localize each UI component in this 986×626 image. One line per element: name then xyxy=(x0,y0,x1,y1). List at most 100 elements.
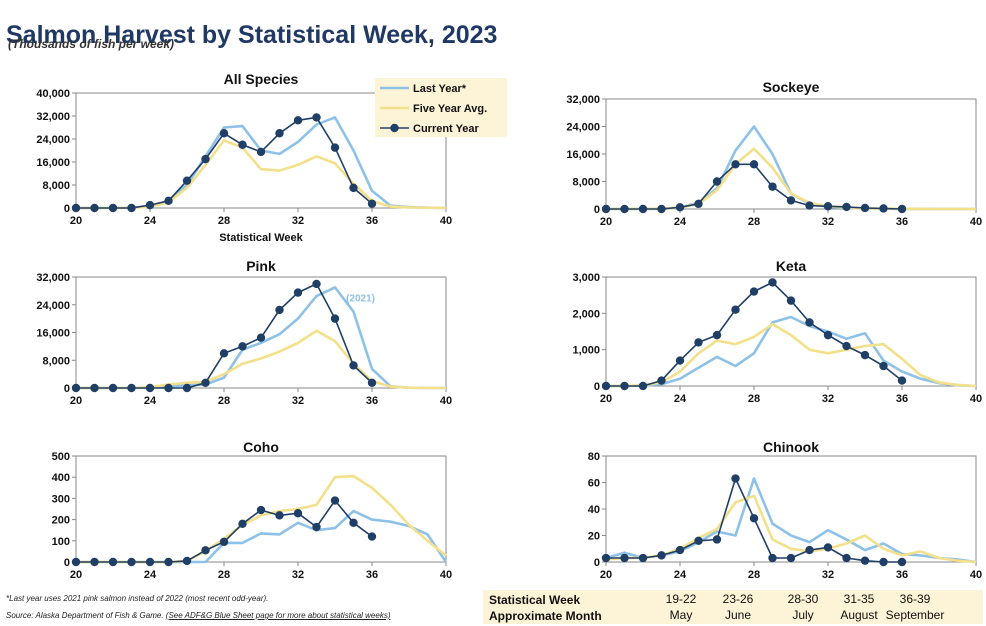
x-tick-label: 40 xyxy=(440,569,452,581)
current-year-point xyxy=(657,376,666,385)
x-tick-label: 36 xyxy=(896,216,908,228)
current-year-point xyxy=(312,113,321,122)
series-line-five-year-avg xyxy=(606,322,977,388)
x-tick-label: 36 xyxy=(366,569,378,581)
current-year-point xyxy=(108,557,118,567)
current-year-point xyxy=(219,129,229,138)
current-year-point xyxy=(71,203,81,213)
chart-title-chinook: Chinook xyxy=(763,439,819,455)
current-year-point xyxy=(275,305,284,315)
current-year-point xyxy=(71,383,81,393)
x-tick-label: 24 xyxy=(674,393,687,405)
chart-title-pink: Pink xyxy=(246,258,276,274)
current-year-point xyxy=(127,383,136,393)
y-tick-label: 32,000 xyxy=(36,111,70,123)
source-note: Source: Alaska Department of Fish & Game… xyxy=(6,611,390,620)
chart-title-keta: Keta xyxy=(776,258,807,274)
x-tick-label: 20 xyxy=(600,569,612,581)
y-tick-label: 3,000 xyxy=(572,272,600,284)
y-tick-label: 1,000 xyxy=(572,345,600,357)
current-year-point xyxy=(293,288,303,297)
x-tick-label: 28 xyxy=(218,569,230,581)
current-year-point xyxy=(712,177,722,186)
week-range-4: 36-39 xyxy=(899,592,931,606)
legend: Last Year* Five Year Avg. Current Year xyxy=(375,78,507,137)
current-year-point xyxy=(749,160,759,169)
current-year-point xyxy=(238,519,247,529)
annotation-label: (2021) xyxy=(346,293,375,304)
plot-area xyxy=(605,455,977,563)
y-tick-label: 8,000 xyxy=(42,180,70,192)
chart-keta: Keta 0 1,000 2,000 3,000 20 24 28 32 36 40 xyxy=(572,258,982,405)
current-year-point xyxy=(879,557,888,567)
x-tick-label: 28 xyxy=(218,395,230,407)
x-tick-label: 24 xyxy=(144,569,157,581)
current-year-point xyxy=(823,202,833,211)
current-year-point xyxy=(108,203,118,213)
week-range-1: 23-26 xyxy=(722,592,754,606)
current-year-point xyxy=(293,116,303,125)
current-year-point xyxy=(367,199,377,208)
current-year-point xyxy=(256,505,266,515)
x-tick-label: 20 xyxy=(70,215,82,227)
current-year-point xyxy=(201,154,210,164)
x-tick-label: 20 xyxy=(70,569,82,581)
current-year-point xyxy=(879,361,888,371)
current-year-point xyxy=(731,160,740,169)
current-year-point xyxy=(860,203,870,213)
current-year-point xyxy=(749,514,759,523)
current-year-point xyxy=(768,182,777,191)
x-tick-label: 40 xyxy=(970,216,982,228)
legend-label: Current Year xyxy=(413,123,480,135)
current-year-point xyxy=(675,356,685,365)
y-tick-label: 0 xyxy=(594,204,600,216)
current-year-point xyxy=(164,383,173,393)
month-0: May xyxy=(669,608,693,622)
current-year-point xyxy=(694,536,703,545)
current-year-point xyxy=(879,204,888,213)
current-year-point xyxy=(275,129,284,138)
x-tick-label: 36 xyxy=(366,215,378,227)
chart-title-coho: Coho xyxy=(243,439,279,455)
x-tick-label: 28 xyxy=(748,216,760,228)
current-year-point xyxy=(786,196,796,205)
x-tick-label: 28 xyxy=(748,569,760,581)
y-tick-label: 40,000 xyxy=(36,88,70,100)
current-year-point xyxy=(201,546,210,555)
current-year-point xyxy=(182,556,192,566)
current-year-point xyxy=(897,376,907,385)
week-range-3: 31-35 xyxy=(843,592,875,606)
current-year-point xyxy=(90,383,99,393)
current-year-point xyxy=(275,511,284,520)
y-tick-label: 0 xyxy=(64,383,70,395)
source-prefix: Source: Alaska Department of Fish & Game… xyxy=(6,611,164,620)
x-tick-label: 36 xyxy=(896,393,908,405)
y-tick-label: 300 xyxy=(52,493,70,505)
plot-area xyxy=(75,276,447,389)
current-year-point xyxy=(694,199,703,209)
y-tick-label: 80 xyxy=(588,451,600,463)
y-tick-label: 2,000 xyxy=(572,308,600,320)
current-year-point xyxy=(860,350,870,360)
x-tick-label: 36 xyxy=(366,395,378,407)
x-tick-label: 28 xyxy=(748,393,760,405)
month-3: August xyxy=(840,608,878,622)
current-year-point xyxy=(860,556,870,565)
current-year-point xyxy=(367,378,377,387)
current-year-point xyxy=(349,361,358,370)
current-year-point xyxy=(620,381,629,391)
current-year-point xyxy=(164,196,173,206)
blue-sheet-link[interactable]: (See ADF&G Blue Sheet page for more abou… xyxy=(165,611,391,620)
current-year-point xyxy=(145,557,155,567)
y-tick-label: 20 xyxy=(588,531,600,543)
current-year-point xyxy=(657,551,666,560)
current-year-point xyxy=(601,553,611,563)
current-year-point xyxy=(842,553,851,563)
x-tick-label: 24 xyxy=(144,395,157,407)
current-year-point xyxy=(601,204,611,214)
x-tick-label: 20 xyxy=(600,393,612,405)
current-year-point xyxy=(712,330,722,340)
x-tick-label: 28 xyxy=(218,215,230,227)
current-year-point xyxy=(349,183,358,193)
